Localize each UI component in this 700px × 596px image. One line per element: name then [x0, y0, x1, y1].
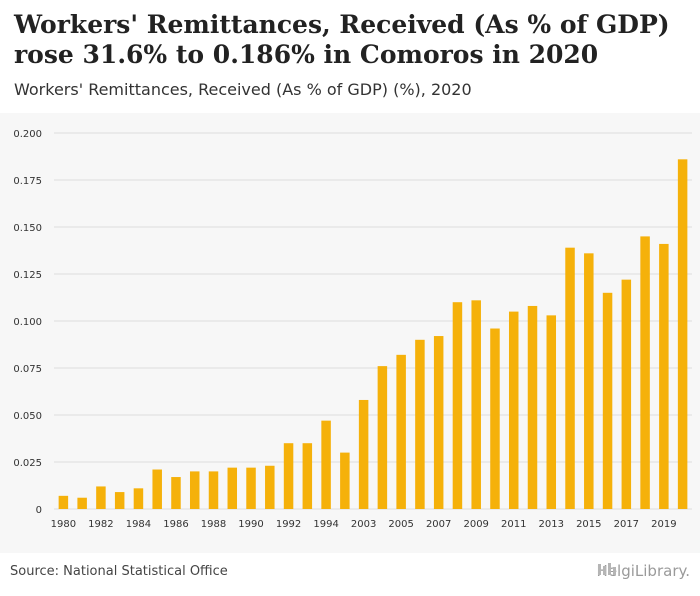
y-tick-label: 0.075	[13, 364, 42, 375]
chart-subtitle: Workers' Remittances, Received (As % of …	[14, 80, 472, 99]
source-note: Source: National Statistical Office	[10, 564, 228, 579]
bar	[302, 443, 313, 509]
logo-text: HelgiLibrary.	[596, 562, 690, 580]
bar	[152, 469, 162, 509]
bar	[227, 467, 238, 509]
bar	[621, 279, 632, 509]
bar	[508, 311, 519, 509]
x-tick-label: 2011	[501, 519, 526, 530]
bar	[265, 465, 275, 509]
chart-title: Workers' Remittances, Received (As % of …	[14, 10, 670, 69]
bar	[527, 305, 538, 509]
bar	[133, 488, 144, 509]
bar	[283, 443, 294, 509]
x-tick-label: 1990	[238, 519, 263, 530]
brand-logo: HelgiLibrary.	[597, 562, 690, 580]
bar	[659, 243, 669, 510]
x-tick-label: 2009	[463, 519, 488, 530]
x-tick-label: 2007	[426, 519, 451, 530]
bar	[452, 302, 463, 509]
x-tick-label: 2015	[576, 519, 601, 530]
x-tick-label: 1986	[163, 519, 188, 530]
x-tick-label: 1980	[51, 519, 76, 530]
bar	[246, 467, 256, 509]
bar	[490, 328, 500, 509]
chart-area: 0 0.025 0.050 0.075 0.100 0.125 0.150 0.175 0.20…	[0, 113, 700, 553]
bar	[546, 315, 557, 509]
library-icon	[597, 563, 616, 575]
y-tick-label: 0.125	[13, 270, 42, 281]
bar	[358, 399, 369, 509]
x-tick-label: 2013	[539, 519, 564, 530]
x-tick-label: 2003	[351, 519, 376, 530]
bar	[171, 477, 181, 509]
x-tick-label: 1992	[276, 519, 301, 530]
bar	[433, 336, 444, 509]
bar	[396, 354, 406, 509]
bar	[640, 236, 650, 509]
x-tick-label: 1988	[201, 519, 226, 530]
bar-chart: 0 0.025 0.050 0.075 0.100 0.125 0.150 0.175 0.20…	[13, 129, 692, 530]
bar	[77, 497, 87, 509]
x-tick-label: 2005	[388, 519, 413, 530]
bar	[584, 253, 594, 509]
bar	[114, 492, 125, 509]
bar	[208, 471, 219, 509]
bar	[677, 159, 688, 509]
bar	[565, 247, 575, 509]
y-tick-label: 0	[36, 505, 42, 516]
bar	[415, 339, 425, 509]
y-tick-label: 0.100	[13, 317, 42, 328]
bar	[471, 300, 481, 509]
y-tick-label: 0.025	[13, 458, 42, 469]
bar	[321, 420, 331, 509]
bar	[377, 366, 388, 509]
y-tick-label: 0.200	[13, 129, 42, 140]
bar	[58, 495, 69, 509]
bar	[96, 486, 106, 509]
x-tick-label: 1982	[88, 519, 113, 530]
bar	[340, 452, 350, 509]
y-tick-label: 0.050	[13, 411, 42, 422]
x-tick-label: 2019	[651, 519, 676, 530]
y-tick-label: 0.150	[13, 223, 42, 234]
x-tick-label: 2017	[614, 519, 639, 530]
y-tick-label: 0.175	[13, 176, 42, 187]
x-tick-label: 1984	[126, 519, 151, 530]
x-tick-label: 1994	[313, 519, 338, 530]
bar	[602, 292, 613, 509]
bar	[189, 471, 200, 509]
